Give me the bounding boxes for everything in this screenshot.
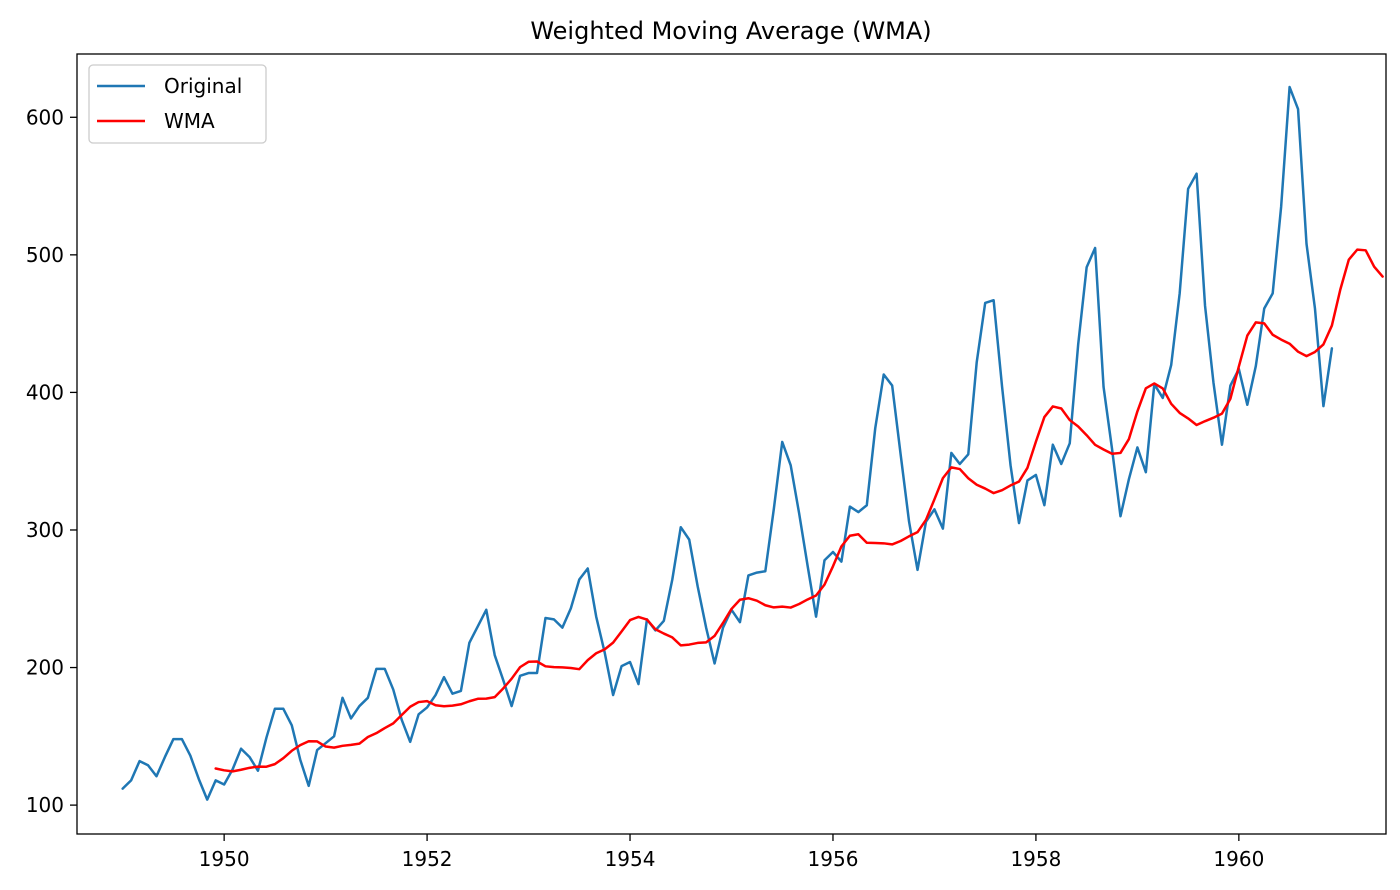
plot-frame bbox=[77, 54, 1386, 834]
x-tick-label: 1960 bbox=[1213, 847, 1264, 871]
y-tick-label: 100 bbox=[26, 793, 64, 817]
legend: Original WMA bbox=[88, 64, 267, 144]
y-tick-label: 600 bbox=[26, 105, 64, 129]
x-axis: 1950 1952 1954 1956 1958 1960 bbox=[199, 834, 1264, 871]
axes-spines bbox=[76, 53, 1387, 835]
series-layer bbox=[121, 85, 1384, 801]
y-tick-label: 300 bbox=[26, 518, 64, 542]
chart-title: Weighted Moving Average (WMA) bbox=[530, 17, 931, 45]
legend-label-wma: WMA bbox=[164, 109, 215, 133]
x-tick-label: 1950 bbox=[199, 847, 250, 871]
plot-area bbox=[76, 53, 1387, 835]
y-axis: 100 200 300 400 500 600 bbox=[26, 105, 77, 817]
y-tick-label: 200 bbox=[26, 656, 64, 680]
x-tick-label: 1958 bbox=[1010, 847, 1061, 871]
y-tick-label: 400 bbox=[26, 380, 64, 404]
x-tick-label: 1956 bbox=[808, 847, 859, 871]
x-tick-label: 1952 bbox=[402, 847, 453, 871]
legend-label-original: Original bbox=[164, 74, 242, 98]
x-tick-label: 1954 bbox=[605, 847, 656, 871]
series-line-wma bbox=[214, 248, 1384, 773]
legend-box bbox=[88, 64, 267, 144]
y-tick-label: 500 bbox=[26, 243, 64, 267]
